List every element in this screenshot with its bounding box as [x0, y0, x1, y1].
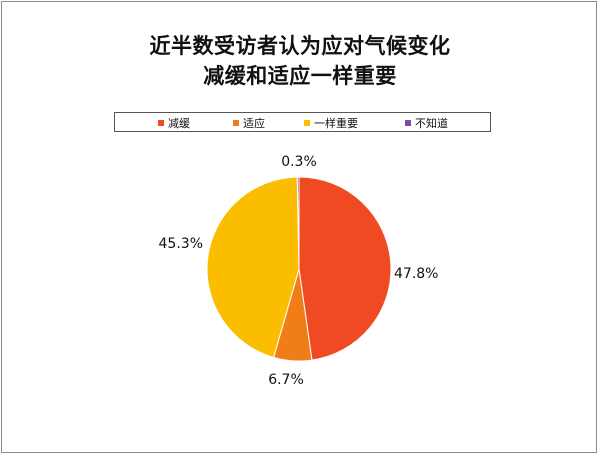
data-label-adaptation: 6.7%: [268, 372, 304, 388]
pie-slice-dont-know: [296, 176, 300, 270]
chart-title-line-2: 减缓和适应一样重要: [203, 64, 397, 88]
chart-legend: 减缓 适应 一样重要 不知道: [114, 112, 491, 132]
legend-label-dont-know: 不知道: [415, 117, 448, 130]
legend-swatch-equally-important: [304, 120, 310, 126]
legend-swatch-mitigation: [158, 120, 164, 126]
legend-label-equally-important: 一样重要: [314, 117, 358, 130]
chart-title-line-1: 近半数受访者认为应对气候变化: [149, 34, 451, 58]
legend-swatch-adaptation: [233, 120, 239, 126]
data-label-equally-important: 45.3%: [159, 236, 203, 252]
legend-item-mitigation: 减缓: [158, 115, 190, 131]
data-label-dont-know: 0.3%: [281, 154, 317, 170]
legend-swatch-dont-know: [405, 120, 411, 126]
legend-item-adaptation: 适应: [233, 115, 265, 131]
legend-label-adaptation: 适应: [243, 117, 265, 130]
legend-item-dont-know: 不知道: [405, 115, 448, 131]
legend-label-mitigation: 减缓: [168, 117, 190, 130]
legend-item-equally-important: 一样重要: [304, 115, 358, 131]
pie-slice-mitigation: [298, 176, 392, 361]
pie-slice-equally-important: [206, 176, 300, 359]
data-label-mitigation: 47.8%: [394, 266, 438, 282]
